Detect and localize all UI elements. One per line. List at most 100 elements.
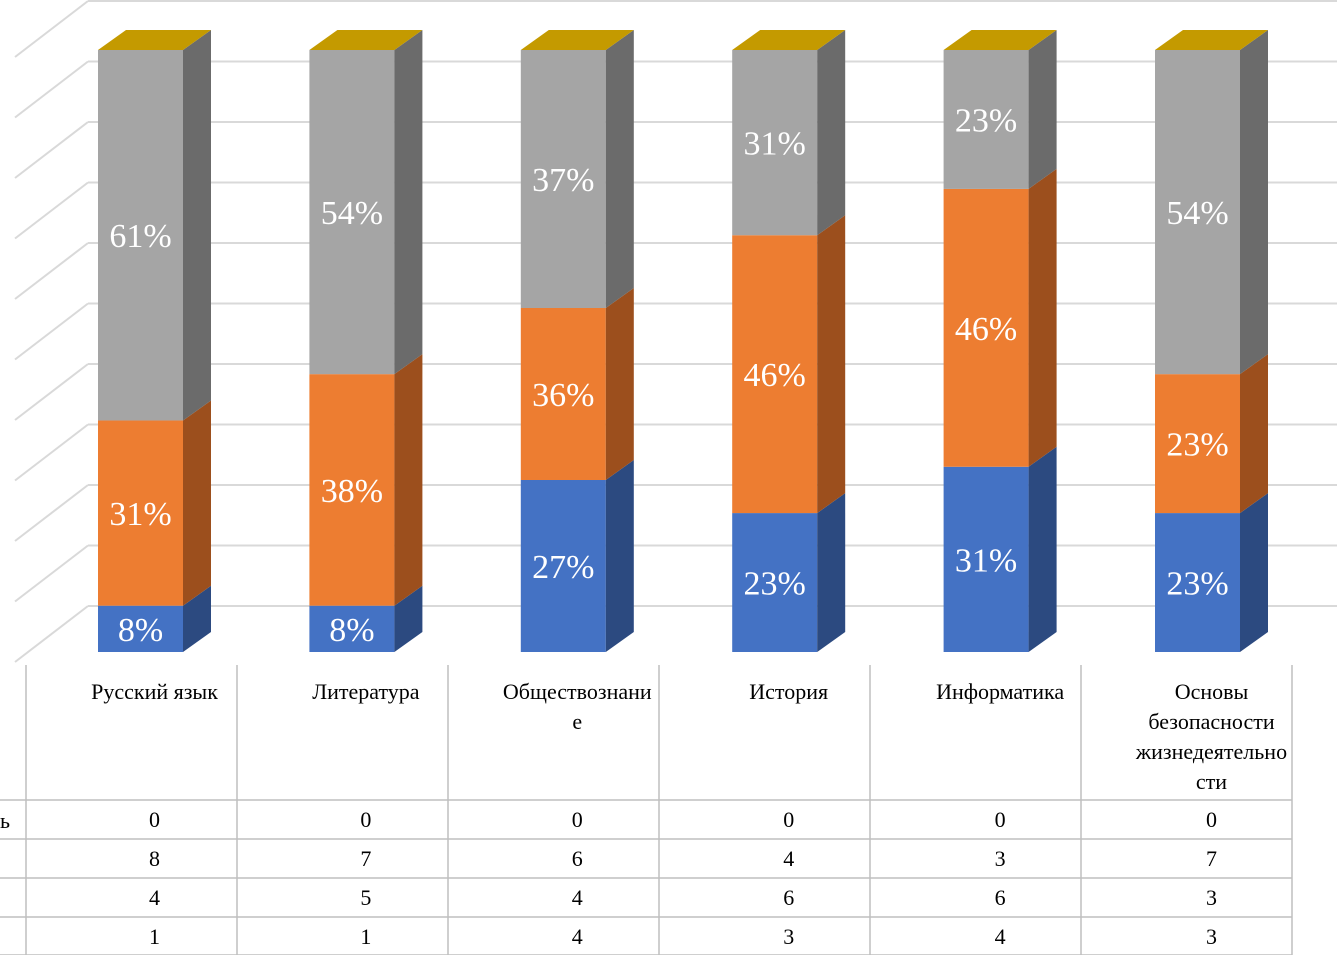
table-cell: 7 [360, 846, 371, 871]
bar-top-face [309, 30, 423, 50]
table-header: Основы [1175, 679, 1249, 704]
data-label: 54% [321, 195, 383, 232]
data-label: 61% [109, 218, 171, 255]
bar-segment-front [732, 235, 818, 514]
table-cell: 4 [149, 885, 160, 910]
data-label: 37% [532, 162, 594, 199]
data-label: 31% [109, 496, 171, 533]
data-label: 46% [955, 311, 1017, 348]
table-header: Литература [312, 679, 420, 704]
bar-segment-side [1028, 446, 1057, 652]
bar-segment-front [1155, 374, 1240, 514]
data-label: 54% [1166, 195, 1228, 232]
bar-top-face [943, 30, 1057, 50]
table-cell: 0 [995, 807, 1006, 832]
table-cell: 3 [783, 924, 794, 949]
data-label: 23% [744, 566, 806, 603]
data-label: 8% [329, 612, 374, 649]
gridline-diagonal [14, 484, 89, 542]
bar-segment-side [1240, 354, 1268, 514]
gridline-diagonal [14, 0, 89, 58]
bar-segment-front [309, 374, 395, 606]
table-header: Обществознани [503, 679, 652, 704]
bar-segment-side [605, 288, 634, 480]
data-label: 23% [1166, 566, 1228, 603]
gridline-diagonal [14, 544, 89, 603]
table-cell: 4 [572, 885, 583, 910]
gridline-diagonal [14, 121, 89, 179]
table-cell: 4 [572, 924, 583, 949]
bar-segment-front [98, 605, 183, 652]
gridline-diagonal [14, 302, 89, 361]
table-cell: 6 [783, 885, 794, 910]
bar-segment-front [732, 50, 818, 236]
table-header: Информатика [936, 679, 1064, 704]
data-label: 36% [532, 377, 594, 414]
gridline-diagonal [14, 423, 89, 482]
gridlines [14, 0, 1337, 663]
table-cell: 7 [1206, 846, 1217, 871]
bar-segment-front [520, 308, 606, 480]
table-header: Русский язык [91, 679, 218, 704]
bar-segment-side [817, 215, 846, 514]
gridline-diagonal [14, 363, 89, 421]
table-cell: 8 [149, 846, 160, 871]
bar-segment-side [183, 400, 211, 606]
bar-segment-front [943, 188, 1029, 467]
table-cell: 3 [995, 846, 1006, 871]
table-cell: 3 [1206, 924, 1217, 949]
bar-segment-side [183, 30, 211, 421]
data-label: 31% [955, 542, 1017, 579]
bars [98, 30, 1268, 652]
data-label: 31% [744, 126, 806, 163]
bar-segment-side [1240, 30, 1268, 375]
bar-top-face [1155, 30, 1268, 50]
data-label: 46% [744, 357, 806, 394]
bar-segment-side [605, 30, 634, 308]
gridline-diagonal [14, 181, 89, 240]
bar-segment-front [943, 50, 1029, 189]
bar-segment-front [943, 466, 1029, 652]
data-label: 8% [118, 612, 163, 649]
table-cell: 1 [149, 924, 160, 949]
bar-segment-front [98, 50, 183, 421]
bar-segment-front [520, 50, 606, 308]
bar-segment-front [1155, 513, 1240, 652]
table-cell: 0 [360, 807, 371, 832]
bar-segment-side [817, 30, 846, 236]
table-cell: 3 [1206, 885, 1217, 910]
bar-segment-front [98, 420, 183, 606]
table-cell: 5 [360, 885, 371, 910]
table-cell: 0 [1206, 807, 1217, 832]
bar-segment-side [817, 493, 846, 652]
bar-segment-side [394, 30, 423, 375]
table-cell: 1 [360, 924, 371, 949]
bar-segment-side [1240, 493, 1268, 652]
bar-top-face [520, 30, 634, 50]
table-cell: 4 [783, 846, 794, 871]
table-cell: 6 [995, 885, 1006, 910]
table-cell: 6 [572, 846, 583, 871]
bar-segment-side [394, 585, 423, 652]
series-name: ь [0, 808, 10, 833]
bar-segment-side [1028, 30, 1057, 189]
table-cell: 0 [572, 807, 583, 832]
table-cell: 0 [149, 807, 160, 832]
bar-segment-front [732, 513, 818, 652]
bar-segment-front [1155, 50, 1240, 375]
data-label: 23% [1166, 427, 1228, 464]
table-cell: 0 [783, 807, 794, 832]
bar-segment-front [309, 605, 395, 652]
bar-top-face [98, 30, 211, 50]
table-header: е [572, 709, 582, 734]
table-cell: 4 [995, 924, 1006, 949]
bar-segment-side [394, 354, 423, 606]
bar-segment-front [309, 50, 395, 375]
bar-segment-side [183, 585, 211, 652]
gridline-diagonal [14, 242, 89, 300]
table-header: безопасности [1148, 709, 1275, 734]
data-label: 27% [532, 549, 594, 586]
bar-top-face [732, 30, 846, 50]
data-label: 23% [955, 102, 1017, 139]
